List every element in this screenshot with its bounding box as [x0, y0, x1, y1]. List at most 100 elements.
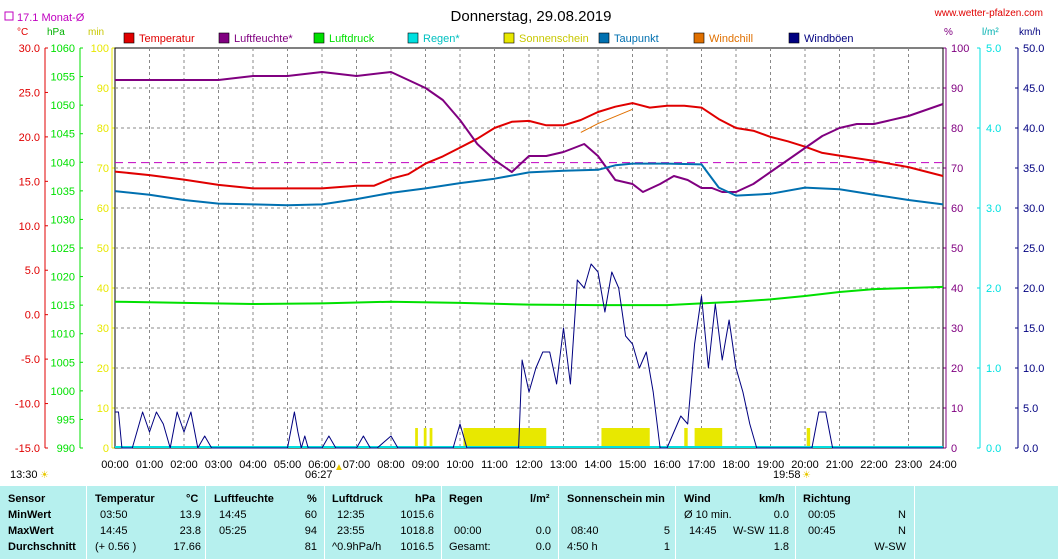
x-tick-label: 14:00 — [584, 459, 612, 471]
x-tick-label: 16:00 — [653, 459, 681, 471]
legend-label: Temperatur — [139, 33, 195, 45]
axis-label-pressure: 1010 — [51, 329, 75, 341]
sunshine-bar — [684, 428, 688, 448]
rain-total-label: Gesamt: — [449, 541, 491, 553]
legend-swatch — [123, 32, 135, 44]
legend-label: Luftdruck — [329, 33, 375, 45]
sunshine-bar — [429, 428, 433, 448]
sunshine-bar — [806, 428, 811, 448]
axis-label-sun_minutes: 70 — [97, 163, 109, 175]
stats-table: Sensor Temperatur °C Luftfeuchte % Luftd… — [0, 486, 1058, 559]
x-tick-label: 15:00 — [619, 459, 647, 471]
wind-min-value: 0.0 — [773, 509, 789, 521]
temp-max-value: 23.8 — [179, 525, 201, 537]
sunset-time: 19:58 — [773, 469, 801, 481]
wind-max-value: 11.8 — [768, 525, 789, 537]
x-tick-label: 06:00 — [308, 459, 336, 471]
humidity-avg-value: 81 — [304, 541, 317, 553]
axis-label-wind: 10.0 — [1023, 363, 1044, 375]
axis-label-rain: 5.0 — [986, 43, 1001, 55]
row-label-min: MinWert — [8, 509, 52, 521]
x-tick-label: 03:00 — [205, 459, 233, 471]
axis-label-humidity: 50 — [951, 243, 963, 255]
axis-label-temperature: 25.0 — [19, 87, 40, 99]
axis-label-humidity: 10 — [951, 403, 963, 415]
x-tick-label: 23:00 — [895, 459, 923, 471]
axis-label-pressure: 1005 — [51, 357, 75, 369]
axis-label-humidity: 80 — [951, 123, 963, 135]
pressure-series-line — [114, 285, 944, 307]
axis-label-wind: 35.0 — [1023, 163, 1044, 175]
axis-label-temperature: -10.0 — [15, 399, 40, 411]
sunshine-bar — [423, 428, 427, 448]
humidity-min-value: 60 — [304, 509, 317, 521]
x-tick-label: 13:00 — [550, 459, 578, 471]
temp-min-value: 13.9 — [179, 509, 201, 521]
axis-label-temperature: -5.0 — [21, 354, 40, 366]
sun-icon-set: ☀ — [802, 470, 811, 481]
pressure-max-value: 1018.8 — [400, 525, 434, 537]
sunshine-bar — [415, 428, 418, 448]
legend-label: Sonnenschein — [519, 33, 589, 45]
direction-min-value: N — [898, 509, 906, 521]
x-tick-label: 17:00 — [688, 459, 716, 471]
sunshine-bar — [694, 428, 723, 448]
unit-sun-minutes: min — [88, 27, 104, 38]
axis-label-pressure: 1015 — [51, 300, 75, 312]
axis-label-rain: 0.0 — [986, 443, 1001, 455]
temp-min-time: 03:50 — [100, 509, 128, 521]
axis-label-wind: 50.0 — [1023, 43, 1044, 55]
axis-label-pressure: 1045 — [51, 129, 75, 141]
header-wind-unit: km/h — [759, 493, 785, 505]
axis-label-sun_minutes: 60 — [97, 203, 109, 215]
axis-label-wind: 40.0 — [1023, 123, 1044, 135]
sunshine-bar — [463, 428, 547, 448]
x-tick-label: 00:00 — [101, 459, 129, 471]
sun-total-hours: 4:50 h — [567, 541, 598, 553]
axis-label-sun_minutes: 100 — [91, 43, 109, 55]
rain-max-time: 00:00 — [454, 525, 482, 537]
x-tick-label: 19:00 — [757, 459, 785, 471]
axis-label-pressure: 1025 — [51, 243, 75, 255]
row-label-avg: Durchschnitt — [8, 541, 76, 553]
sun-max-time: 08:40 — [571, 525, 599, 537]
legend-swatch — [407, 32, 419, 44]
chart-title: Donnerstag, 29.08.2019 — [451, 8, 612, 25]
x-tick-label: 08:00 — [377, 459, 405, 471]
header-temperature-unit: °C — [186, 493, 199, 505]
header-sunshine: Sonnenschein min — [567, 493, 665, 505]
axis-label-sun_minutes: 50 — [97, 243, 109, 255]
x-tick-label: 21:00 — [826, 459, 854, 471]
axis-label-pressure: 1020 — [51, 272, 75, 284]
axis-label-humidity: 40 — [951, 283, 963, 295]
website-link[interactable]: www.wetter-pfalzen.com — [934, 8, 1043, 19]
legend-swatch — [788, 32, 800, 44]
axis-label-temperature: 20.0 — [19, 132, 40, 144]
header-temperature: Temperatur — [95, 493, 155, 505]
x-tick-label: 24:00 — [929, 459, 957, 471]
header-humidity: Luftfeuchte — [214, 493, 274, 505]
pressure-avg-value: 1016.5 — [400, 541, 434, 553]
humidity-max-time: 05:25 — [219, 525, 247, 537]
axis-label-temperature: -15.0 — [15, 443, 40, 455]
unit-wind: km/h — [1019, 27, 1041, 38]
humidity-series-line — [115, 71, 944, 193]
axis-label-pressure: 1000 — [51, 386, 75, 398]
row-label-max: MaxWert — [8, 525, 54, 537]
axis-label-sun_minutes: 20 — [97, 363, 109, 375]
axis-label-sun_minutes: 30 — [97, 323, 109, 335]
x-tick-label: 10:00 — [446, 459, 474, 471]
x-tick-label: 01:00 — [136, 459, 164, 471]
axis-label-pressure: 990 — [57, 443, 75, 455]
pressure-max-time: 23:55 — [337, 525, 365, 537]
x-tick-label: 09:00 — [412, 459, 440, 471]
header-pressure-unit: hPa — [415, 493, 436, 505]
rain-max-value: 0.0 — [535, 525, 551, 537]
x-tick-label: 20:00 — [791, 459, 819, 471]
axis-label-humidity: 70 — [951, 163, 963, 175]
temp-avg-delta: (+ 0.56 ) — [95, 541, 137, 553]
windchill-series-line — [580, 108, 633, 133]
axis-label-humidity: 0 — [951, 443, 957, 455]
chart-legend: Temperatur Luftfeuchte* Luftdruck Regen* Son… — [123, 32, 854, 45]
legend-swatch — [503, 32, 515, 44]
